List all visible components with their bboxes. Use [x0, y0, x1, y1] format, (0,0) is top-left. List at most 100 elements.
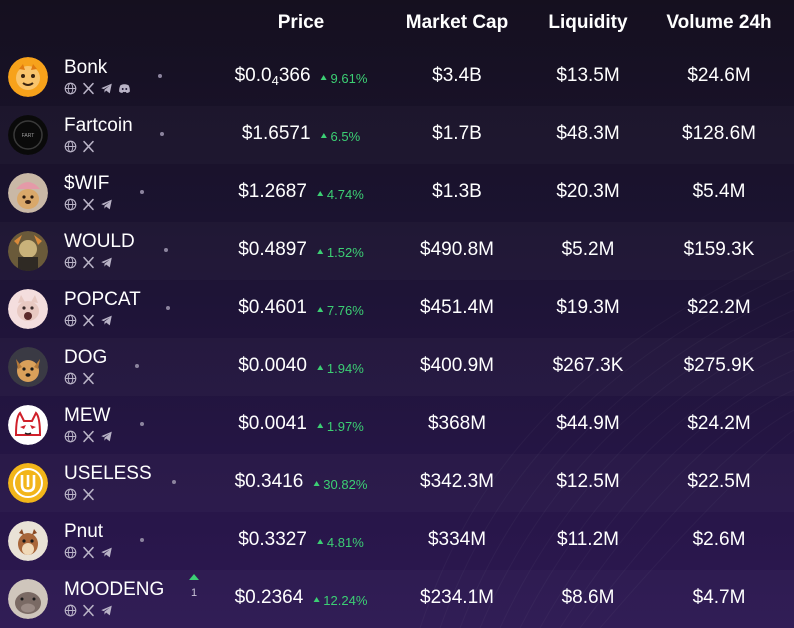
table-row[interactable]: USELESS $0.3416 30.82% $342.3M $12.5M $22.5M [0, 454, 794, 512]
x-icon[interactable] [82, 604, 95, 617]
table-row[interactable]: MEW $0.0041 1.97% $368M $44.9M $24.2M [0, 396, 794, 454]
market-cap-value: $342.3M [420, 471, 494, 492]
price-change-value: 4.81% [326, 535, 364, 550]
header-price[interactable]: Price [277, 12, 325, 33]
telegram-icon[interactable] [100, 256, 113, 269]
token-name[interactable]: Bonk [64, 57, 108, 78]
token-name[interactable]: WOULD [64, 231, 135, 252]
table-row[interactable]: MOODENG 1 $0.2364 12.24% $234.1M $8.6M $4.7M [0, 570, 794, 628]
discord-icon[interactable] [118, 82, 131, 95]
globe-icon[interactable] [64, 314, 77, 327]
token-name[interactable]: MOODENG [64, 579, 165, 600]
telegram-icon[interactable] [100, 430, 113, 443]
volume-value: $5.4M [692, 181, 746, 202]
x-icon[interactable] [82, 314, 95, 327]
fartcoin-avatar-icon: FART [8, 115, 48, 155]
volume-value: $2.6M [692, 529, 746, 550]
price-change-value: 4.74% [326, 187, 364, 202]
token-name[interactable]: $WIF [64, 173, 110, 194]
market-cap-value: $234.1M [420, 587, 494, 608]
header-volume-24h[interactable]: Volume 24h [666, 12, 772, 33]
token-name[interactable]: MEW [64, 405, 111, 426]
price-main: $0.0 [234, 65, 272, 86]
liquidity-value: $20.3M [556, 181, 620, 202]
x-icon[interactable] [82, 372, 95, 385]
x-icon[interactable] [82, 488, 95, 501]
volume-value: $22.5M [687, 471, 751, 492]
x-icon[interactable] [82, 140, 95, 153]
volume-value: $24.6M [687, 65, 751, 86]
price-change-value: 1.94% [326, 361, 364, 376]
table-row[interactable]: WOULD $0.4897 1.52% $490.8M $5.2M $159.3K [0, 222, 794, 280]
table-row[interactable]: Bonk $0.04366 9.61% $3.4B $13.5M $24.6M [0, 48, 794, 106]
price-main: $0.3327 [238, 529, 307, 550]
price-main: $0.3416 [234, 471, 304, 492]
bonk-avatar-icon [8, 57, 48, 97]
token-name[interactable]: POPCAT [64, 289, 141, 310]
x-icon[interactable] [82, 546, 95, 559]
table-row[interactable]: POPCAT $0.4601 7.76% $451.4M $19.3M $22.2M [0, 280, 794, 338]
token-name[interactable]: Pnut [64, 521, 104, 542]
volume-value: $22.2M [687, 297, 751, 318]
globe-icon[interactable] [64, 372, 77, 385]
x-icon[interactable] [82, 198, 95, 211]
telegram-icon[interactable] [100, 604, 113, 617]
up-arrow-icon [313, 597, 320, 602]
volume-value: $24.2M [687, 413, 751, 434]
telegram-icon[interactable] [100, 198, 113, 211]
social-links [64, 604, 113, 617]
useless-avatar-icon [8, 463, 48, 503]
social-links [64, 372, 95, 385]
globe-icon[interactable] [64, 546, 77, 559]
table-row[interactable]: DOG $0.0040 1.94% $400.9M $267.3K $275.9K [0, 338, 794, 396]
would-avatar-icon [8, 231, 48, 271]
social-links [64, 488, 95, 501]
price-digits: 366 [278, 65, 311, 86]
liquidity-value: $44.9M [556, 413, 620, 434]
globe-icon[interactable] [64, 198, 77, 211]
price-main: $0.4601 [238, 297, 307, 318]
telegram-icon[interactable] [100, 546, 113, 559]
up-arrow-icon [320, 133, 327, 138]
globe-icon[interactable] [64, 604, 77, 617]
x-icon[interactable] [82, 430, 95, 443]
globe-icon[interactable] [64, 256, 77, 269]
price-value: $0.0041 [238, 413, 307, 435]
price-cell: $0.4897 1.52% [238, 239, 364, 261]
globe-icon[interactable] [64, 430, 77, 443]
price-change: 4.81% [316, 535, 364, 550]
table-row[interactable]: $WIF $1.2687 4.74% $1.3B $20.3M $5.4M [0, 164, 794, 222]
price-change: 30.82% [313, 477, 367, 492]
price-value: $0.3416 [235, 471, 304, 493]
rank-change-indicator: 1 [186, 574, 202, 599]
up-arrow-icon [313, 481, 320, 486]
token-name[interactable]: DOG [64, 347, 108, 368]
price-main: $0.4897 [238, 239, 307, 260]
x-icon[interactable] [82, 82, 95, 95]
price-main: $0.0041 [238, 413, 307, 434]
liquidity-value: $48.3M [556, 123, 620, 144]
svg-text:FART: FART [22, 133, 35, 139]
price-change-value: 1.97% [326, 419, 364, 434]
price-value: $0.2364 [235, 587, 304, 609]
globe-icon[interactable] [64, 488, 77, 501]
social-links [64, 314, 113, 327]
token-name[interactable]: USELESS [64, 463, 152, 484]
rank-up-icon [189, 574, 199, 580]
price-value: $0.0040 [238, 355, 307, 377]
table-row[interactable]: FART Fartcoin $1.6571 6.5% $1.7B $48.3M $128.6… [0, 106, 794, 164]
token-name[interactable]: Fartcoin [64, 115, 133, 136]
header-liquidity[interactable]: Liquidity [548, 12, 628, 33]
separator-dot [166, 306, 170, 310]
market-cap-value: $368M [427, 413, 487, 434]
header-market-cap[interactable]: Market Cap [405, 12, 509, 33]
up-arrow-icon [316, 249, 323, 254]
market-cap-value: $490.8M [420, 239, 494, 260]
telegram-icon[interactable] [100, 82, 113, 95]
table-row[interactable]: Pnut $0.3327 4.81% $334M $11.2M $2.6M [0, 512, 794, 570]
x-icon[interactable] [82, 256, 95, 269]
globe-icon[interactable] [64, 82, 77, 95]
globe-icon[interactable] [64, 140, 77, 153]
social-links [64, 430, 113, 443]
telegram-icon[interactable] [100, 314, 113, 327]
